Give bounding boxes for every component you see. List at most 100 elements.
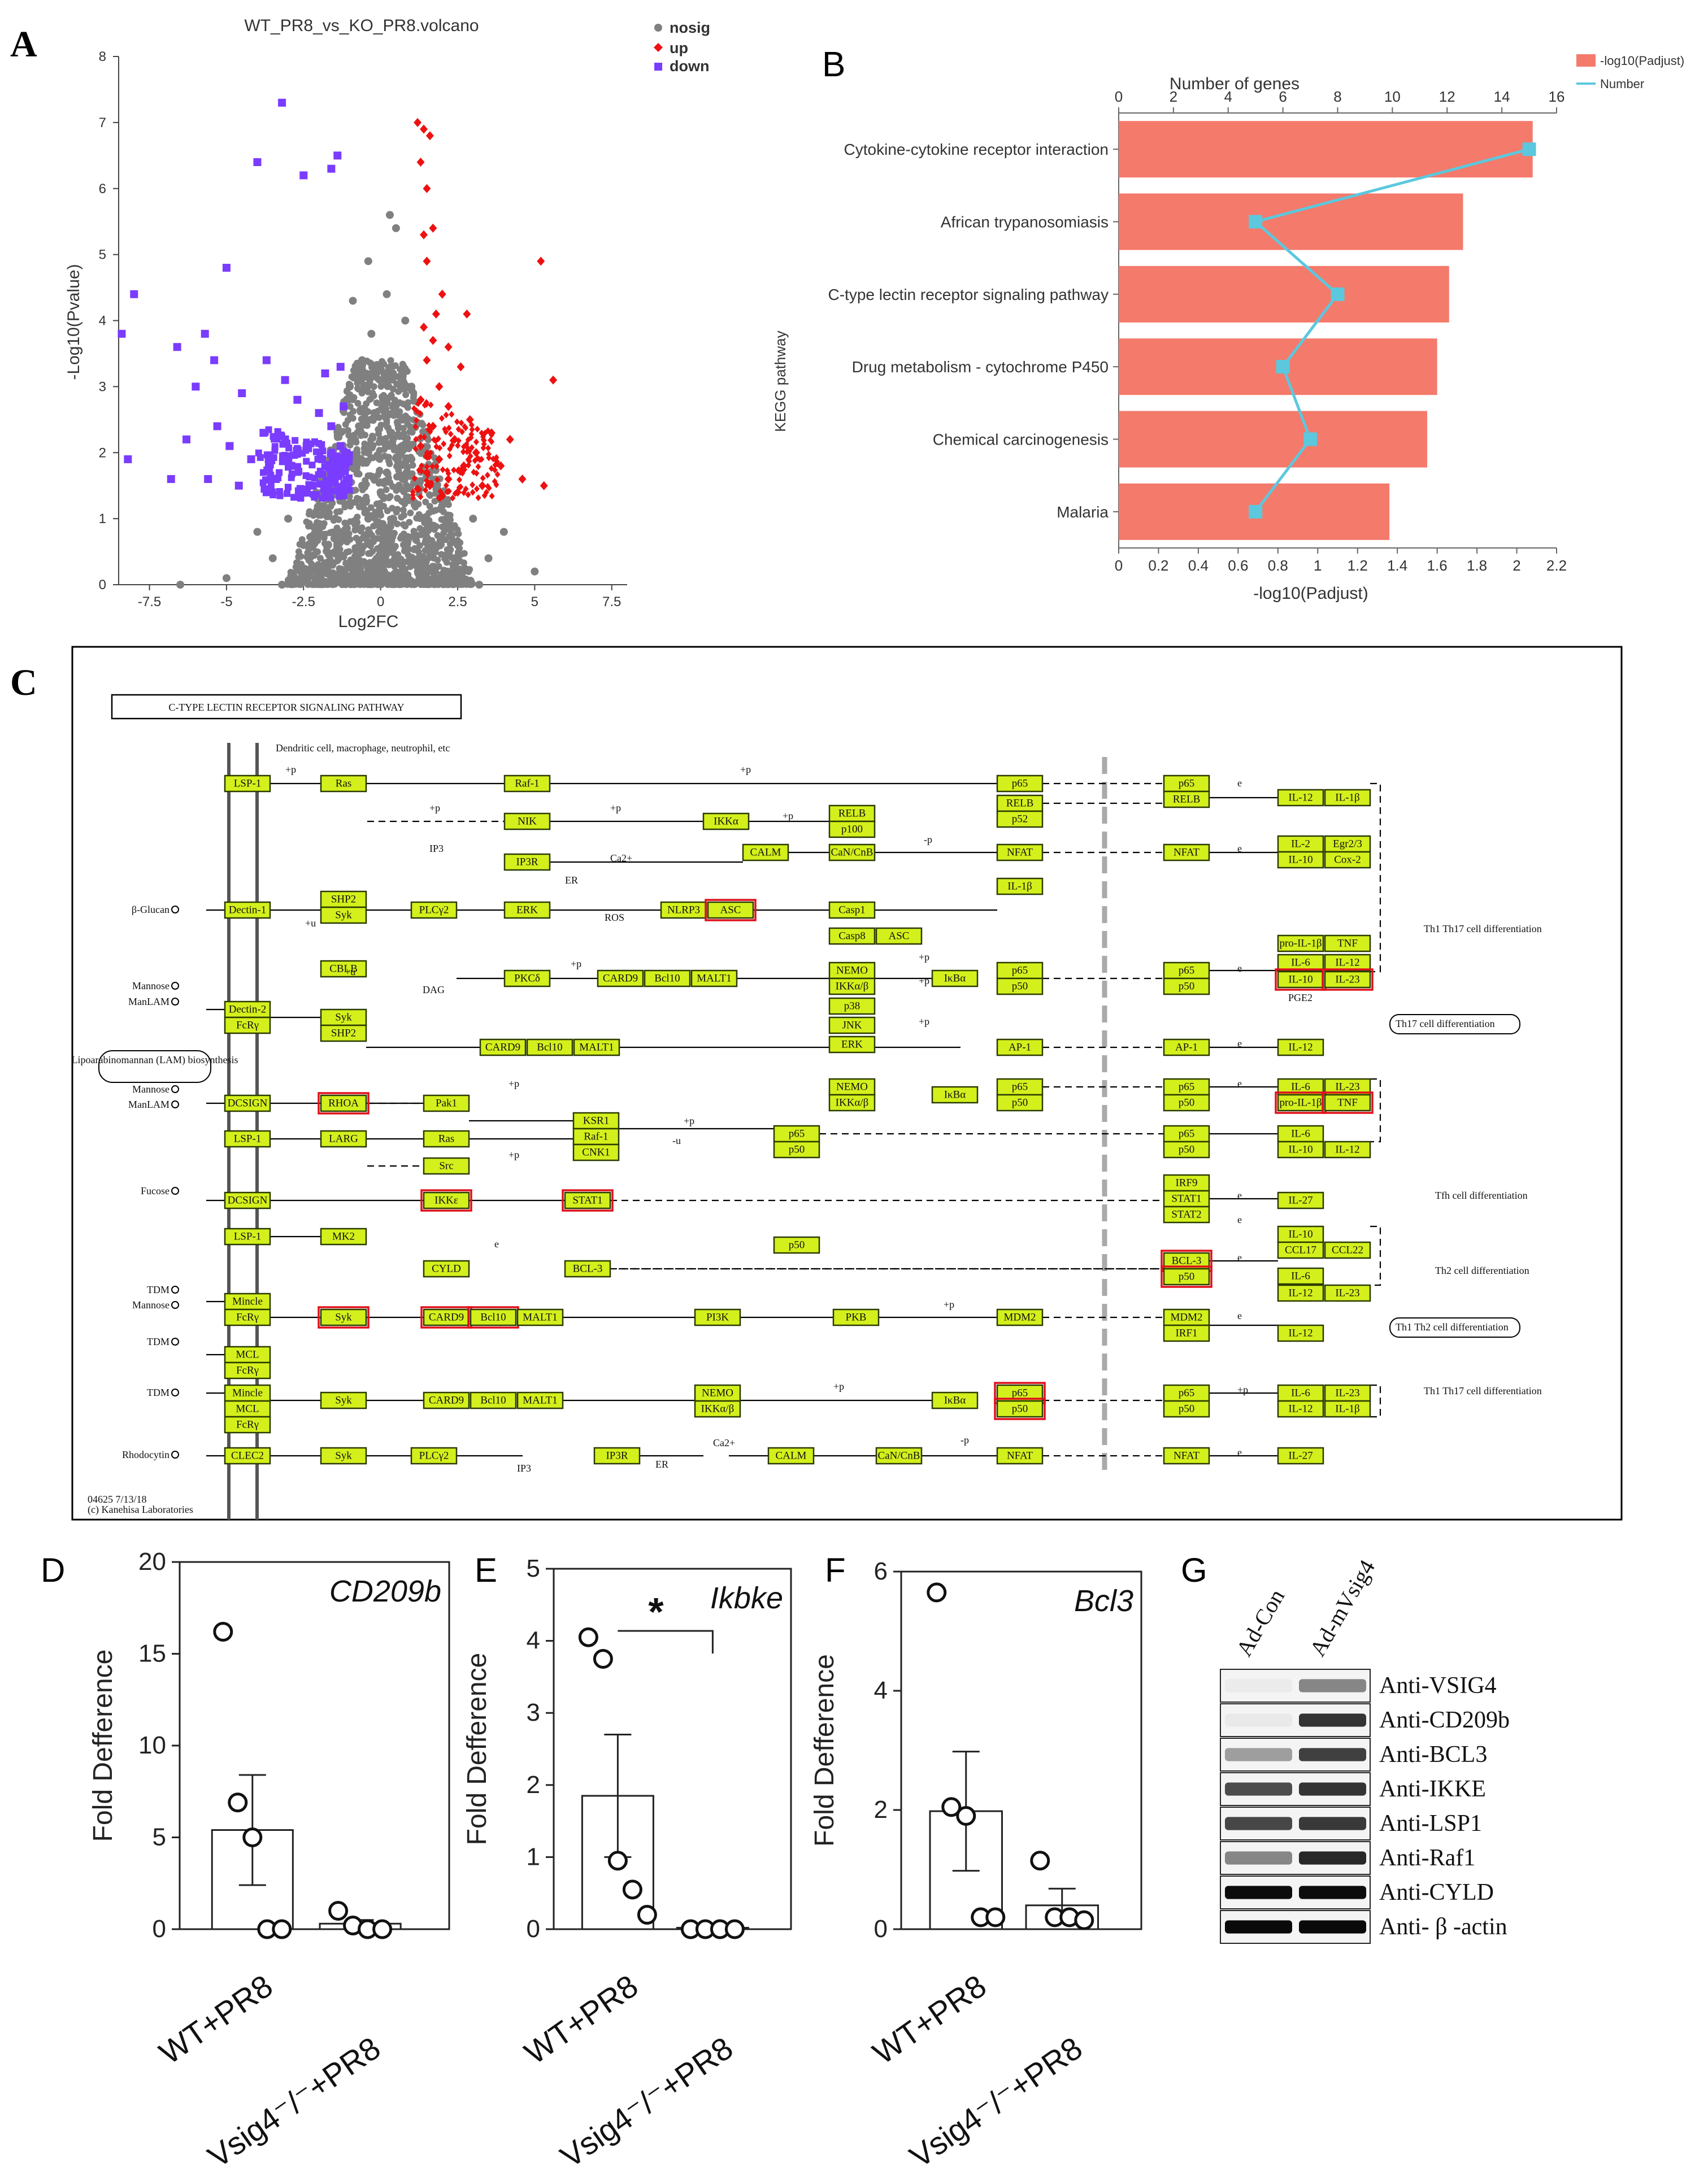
down-point (336, 363, 345, 371)
pathway-node: NEMO (828, 961, 876, 980)
nosig-point (427, 492, 434, 499)
down-point (271, 443, 279, 450)
pathway-copyright: (c) Kanehisa Laboratories (88, 1504, 193, 1516)
data-point (637, 1904, 657, 1925)
pathway-node-label: p50 (1012, 1097, 1028, 1109)
nosig-point (367, 550, 374, 557)
pathway-node: SHP2 (320, 890, 367, 908)
ligand-label: TDM (147, 1387, 170, 1398)
nosig-point (176, 581, 185, 589)
pathway-node-label: RELB (1173, 794, 1201, 806)
down-point (324, 477, 331, 484)
y-tick-label: 4 (527, 1627, 540, 1655)
up-point (463, 309, 471, 319)
pathway-node-label: CARD9 (485, 1042, 520, 1054)
nosig-point (315, 501, 323, 510)
nosig-point (399, 578, 406, 586)
pathway-node-box (224, 1228, 271, 1246)
pathway-node-label: CBLB (329, 963, 358, 975)
data-point (985, 1907, 1006, 1927)
pathway-node-box (996, 1308, 1044, 1326)
nosig-point (394, 495, 401, 502)
nosig-point (397, 571, 405, 578)
up-point (449, 411, 455, 418)
pathway-node: IL-12 (1277, 1284, 1324, 1302)
nosig-point (314, 573, 321, 581)
kegg-number-marker (1249, 215, 1263, 229)
nosig-point (372, 515, 379, 523)
data-point (1074, 1910, 1094, 1930)
nosig-point (364, 449, 372, 457)
down-point (288, 470, 295, 477)
nosig-point (531, 567, 539, 576)
legend-padjust-label: -log10(Padjust) (1600, 54, 1684, 68)
y-tick-label: 5 (527, 1555, 540, 1582)
edge-label: +p (684, 1115, 694, 1126)
nosig-point (367, 329, 376, 338)
nosig-point (419, 562, 426, 569)
pathway-node-box (832, 1308, 880, 1326)
nosig-point (315, 578, 323, 586)
plot-frame (179, 1561, 450, 1930)
pathway-node-box (320, 774, 367, 793)
pathway-node-box (320, 1130, 367, 1148)
pathway-node-label: DCSIGN (228, 1195, 268, 1207)
pathway-node: IP3R (503, 853, 551, 871)
pathway-node-box (423, 1191, 470, 1209)
plot-frame (900, 1570, 1142, 1930)
pathway-node-label: PI3K (706, 1312, 729, 1324)
kegg-bottom-tick-label: 2.2 (1546, 557, 1567, 574)
nosig-point (373, 535, 381, 542)
volcano-x-tick-label: 2.5 (448, 594, 467, 610)
pathway-node-box (875, 927, 923, 945)
pathway-node-box (573, 1038, 620, 1056)
pathway-node-label: pro-IL-1β (1279, 938, 1322, 950)
nosig-point (315, 512, 323, 519)
nosig-point (358, 356, 366, 364)
kegg-top-tick-label: 6 (1279, 88, 1287, 105)
blot-row-label: Anti-BCL3 (1379, 1742, 1487, 1768)
pathway-node-box (828, 820, 876, 838)
pathway-node: CNK1 (572, 1143, 620, 1161)
pathway-node: IL-1β (1324, 789, 1371, 807)
nosig-point (376, 580, 383, 588)
pathway-node-label: p50 (1179, 1403, 1195, 1415)
y-tick-label: 2 (874, 1796, 888, 1824)
nosig-point (346, 382, 354, 391)
nosig-point (398, 415, 406, 424)
down-point (173, 343, 181, 351)
pathway-node: Mincle (224, 1384, 271, 1402)
pathway-node: IKKε (420, 1189, 472, 1212)
pathway-node: MALT1 (516, 1391, 564, 1409)
pathway-node-box (503, 853, 551, 871)
pathway-node: IKKα/β (694, 1400, 741, 1418)
pathway-node-box (828, 843, 876, 861)
nosig-point (385, 573, 393, 580)
pathway-node-label: NFAT (1007, 1450, 1033, 1462)
nosig-point (378, 403, 385, 411)
pathway-node: IL-27 (1277, 1191, 1324, 1209)
up-point (467, 452, 473, 460)
nosig-point (386, 211, 394, 219)
nosig-point (370, 523, 377, 530)
nosig-point (350, 394, 358, 401)
nosig-point (352, 450, 359, 457)
down-point (332, 480, 339, 487)
pathway-node: LSP-1 (224, 774, 271, 793)
nosig-point (330, 529, 337, 536)
up-point (471, 468, 477, 476)
pathway-node-label: CaN/CnB (878, 1450, 920, 1462)
nosig-point (392, 362, 399, 369)
pathway-node-box (828, 1078, 876, 1096)
nosig-point (299, 567, 307, 574)
pathway-node-label: FcRγ (236, 1020, 259, 1032)
nosig-point (445, 501, 452, 508)
nosig-point (345, 397, 353, 404)
nosig-point (358, 481, 366, 490)
volcano-y-tick-label: 0 (99, 577, 106, 593)
pathway-node-box (1163, 1206, 1210, 1224)
blot-row-label: Anti-LSP1 (1379, 1811, 1482, 1837)
pathway-node: STAT1 (562, 1189, 614, 1212)
data-point (941, 1797, 962, 1817)
